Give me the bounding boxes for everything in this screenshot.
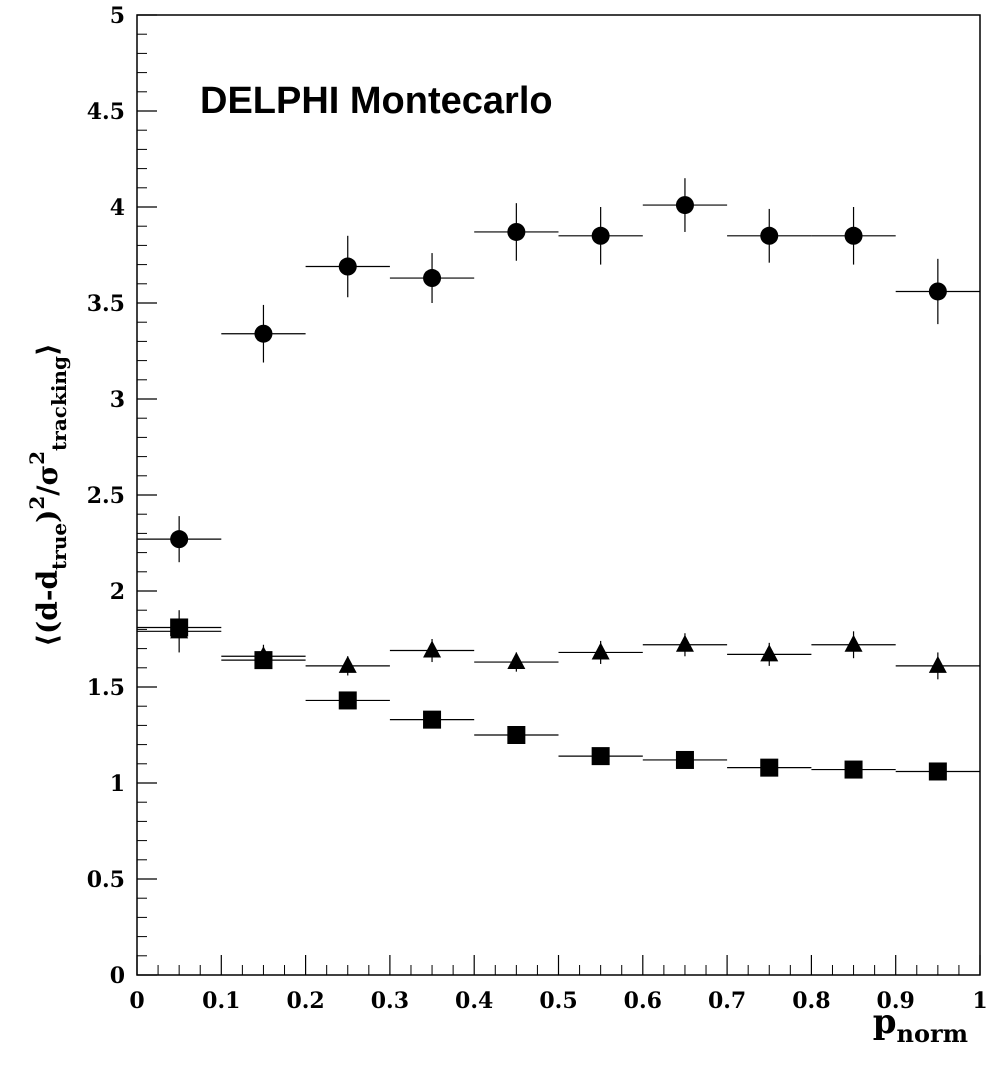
data-point-circle: [675, 196, 694, 215]
data-point-triangle: [423, 640, 442, 658]
x-tick-label: 0.2: [286, 988, 324, 1014]
y-tick-label: 4.5: [87, 99, 125, 125]
data-point-square: [423, 710, 442, 729]
data-point-circle: [170, 530, 189, 549]
data-point-circle: [591, 226, 610, 245]
data-point-circle: [338, 257, 357, 276]
data-point-triangle: [507, 652, 526, 670]
plot-frame: [136, 14, 981, 976]
x-tick-label: 0.1: [202, 988, 240, 1014]
x-axis-label: pnorm: [873, 1002, 968, 1048]
chart-title: DELPHI Montecarlo: [200, 80, 553, 122]
x-tick-label: 0.5: [539, 988, 577, 1014]
data-point-square: [844, 760, 863, 779]
y-tick-label: 4: [110, 195, 125, 221]
data-point-triangle: [844, 634, 863, 652]
series-circle: [137, 178, 980, 563]
data-point-square: [338, 691, 357, 710]
y-tick-label: 3.5: [87, 291, 125, 317]
x-tick-label: 1: [972, 988, 986, 1014]
data-point-circle: [760, 226, 779, 245]
data-point-circle: [844, 226, 863, 245]
data-point-circle: [254, 324, 273, 343]
x-tick-label: 0.6: [624, 988, 662, 1014]
x-tick-label: 0.7: [708, 988, 746, 1014]
y-tick-label: 0.5: [87, 867, 125, 893]
y-tick-label: 1.5: [87, 675, 125, 701]
y-tick-label: 2.5: [87, 483, 125, 509]
data-point-square: [675, 750, 694, 769]
data-point-triangle: [760, 644, 779, 662]
x-tick-label: 0: [129, 988, 144, 1014]
y-tick-label: 2: [110, 579, 125, 605]
data-point-triangle: [591, 642, 610, 660]
y-tick-label: 0: [110, 963, 125, 989]
x-tick-label: 0.9: [877, 988, 915, 1014]
x-tick-label: 0.3: [371, 988, 409, 1014]
x-tick-label: 0.4: [455, 988, 493, 1014]
y-tick-label: 3: [110, 387, 125, 413]
y-tick-label: 5: [110, 3, 125, 29]
y-axis-label: ⟨(d-dtrue)2/σ2tracking⟩: [25, 343, 71, 647]
data-point-square: [928, 762, 947, 781]
data-point-circle: [928, 282, 947, 301]
x-tick-label: 0.8: [792, 988, 830, 1014]
data-point-circle: [423, 269, 442, 288]
data-point-square: [170, 618, 189, 637]
data-point-circle: [507, 222, 526, 241]
data-point-triangle: [928, 655, 947, 673]
data-point-square: [760, 758, 779, 777]
data-point-triangle: [675, 634, 694, 652]
y-tick-label: 1: [110, 771, 125, 797]
data-point-triangle: [338, 655, 357, 673]
data-point-square: [254, 651, 273, 670]
data-point-square: [591, 747, 610, 766]
data-point-square: [507, 726, 526, 744]
series-square: [137, 618, 980, 781]
